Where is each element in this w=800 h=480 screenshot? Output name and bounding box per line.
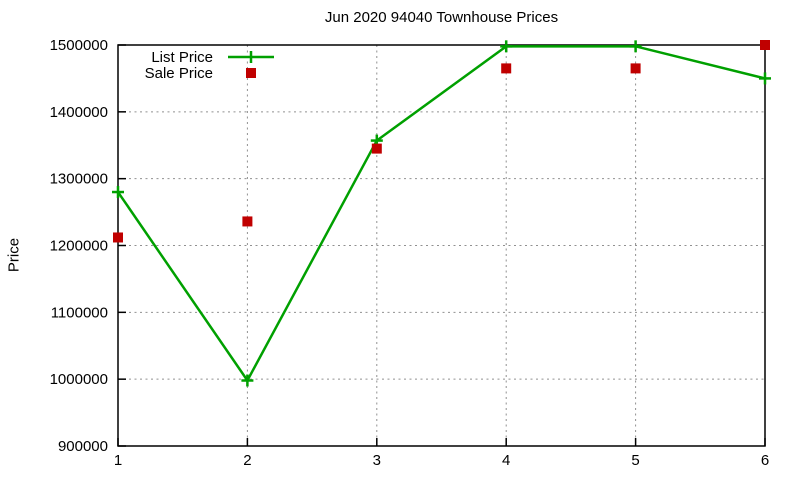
legend-label-sale-price: Sale Price	[144, 64, 213, 82]
y-tick-label: 1500000	[50, 37, 108, 54]
chart-title: Jun 2020 94040 Townhouse Prices	[324, 9, 559, 26]
y-tick-label: 1100000	[51, 304, 108, 321]
sale-price-marker	[113, 232, 123, 243]
square-marker-icon	[227, 65, 275, 81]
x-tick-label: 6	[761, 452, 769, 469]
list-price-line	[116, 45, 766, 383]
plot-border	[117, 44, 766, 447]
legend-label-list-price: List Price	[151, 48, 213, 66]
sale-price-marker	[242, 216, 253, 227]
sale-price-marker	[630, 63, 641, 74]
x-tick-label: 3	[373, 452, 381, 469]
x-tick-label: 1	[114, 452, 122, 469]
y-tick-label: 1000000	[50, 371, 108, 388]
legend: List Price Sale Price	[118, 48, 275, 82]
y-tick-label: 1200000	[50, 238, 108, 255]
legend-item-sale-price: Sale Price	[118, 64, 275, 82]
line-plus-sample	[228, 51, 274, 63]
x-tick-label: 5	[631, 452, 639, 469]
y-tick-label: 1400000	[50, 104, 108, 121]
line-plus-marker-icon	[227, 49, 275, 65]
legend-item-list-price: List Price	[118, 48, 275, 66]
y-tick-label: 1300000	[50, 171, 108, 188]
y-axis-label: Price	[5, 237, 23, 273]
sale-price-marker	[371, 143, 382, 154]
legend-square-sample	[246, 68, 256, 78]
x-tick-label: 2	[243, 452, 251, 469]
sale-price-marker	[760, 40, 770, 50]
square-sample	[246, 68, 256, 78]
y-tick-label: 900000	[58, 438, 108, 455]
x-tick-label: 4	[502, 452, 510, 469]
sale-price-marker	[501, 63, 512, 74]
